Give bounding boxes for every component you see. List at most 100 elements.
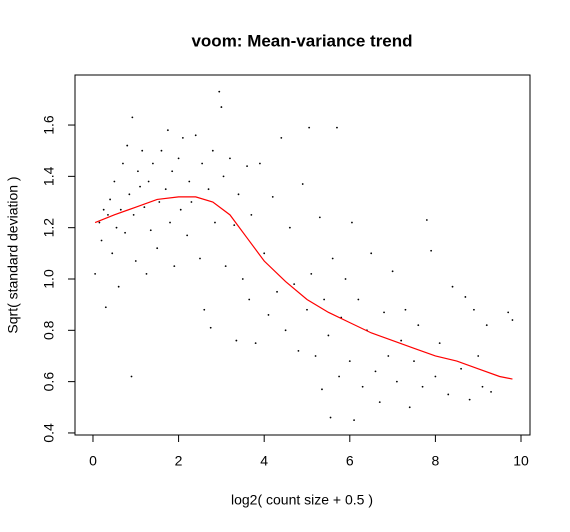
point [321,388,323,391]
y-tick-label: 0.6 [41,372,57,392]
y-tick-label: 1.4 [41,166,57,186]
point [186,234,189,237]
point [250,213,253,216]
point [147,180,150,183]
point [400,339,403,342]
point [169,221,171,224]
point [102,208,105,211]
point [164,188,167,191]
point [100,239,103,242]
point [211,149,214,152]
point [214,221,216,224]
point [293,283,296,286]
point [511,319,514,321]
point [259,162,261,165]
point [220,106,223,108]
point [314,355,317,357]
point [235,339,238,342]
point [490,390,492,393]
point [417,324,420,327]
point [263,252,266,255]
point [306,308,308,311]
point [246,165,248,167]
point [126,144,129,147]
point [109,198,111,201]
point [241,278,244,280]
point [171,170,174,173]
point [128,193,131,196]
point [387,355,390,357]
y-axis-label: Sqrt( standard deviation ) [5,176,21,333]
point [464,296,467,298]
x-tick-label: 4 [260,453,268,469]
point [98,221,101,224]
point [145,272,148,275]
point [130,375,133,378]
point [434,375,437,378]
point [158,201,161,203]
point [160,149,163,152]
point [190,201,193,203]
point [119,208,122,211]
point [374,370,377,373]
point [395,380,398,383]
point [391,270,394,273]
point [473,308,475,311]
point [137,170,139,173]
point [131,116,134,119]
point [280,136,283,139]
point [383,311,385,314]
point [361,385,364,388]
point [134,260,137,262]
point [357,298,360,301]
point [248,298,251,301]
point [143,206,146,209]
x-tick-label: 2 [175,453,183,469]
point [209,326,212,329]
point [477,355,480,357]
point [117,285,120,288]
x-tick-label: 0 [89,453,97,469]
point [344,278,347,280]
point [222,175,225,178]
point [201,162,204,165]
point [348,360,351,363]
point [447,393,450,396]
point [323,298,326,301]
point [115,226,118,229]
point [94,272,97,275]
point [188,180,191,183]
plot-frame [74,74,531,436]
point [353,419,355,422]
point [237,193,240,196]
point [271,195,274,198]
x-tick-label: 6 [346,453,354,469]
point [430,249,433,252]
point [318,216,321,219]
point [425,219,428,221]
point [203,308,206,311]
point [310,272,313,275]
point [218,90,221,93]
y-tick-label: 1.2 [41,218,57,238]
point [113,180,116,183]
point [297,349,300,352]
point [177,157,180,160]
point [468,398,471,401]
point [331,257,334,260]
point [111,252,114,255]
x-tick-label: 8 [432,453,440,469]
point [421,385,424,388]
point [107,213,109,216]
point [166,129,169,132]
y-tick-label: 1.6 [41,115,57,135]
chart-title: voom: Mean-variance trend [191,31,412,50]
point [308,126,311,129]
point [179,208,182,211]
point [141,149,144,152]
point [224,265,227,268]
point [301,183,304,185]
point [370,252,373,255]
